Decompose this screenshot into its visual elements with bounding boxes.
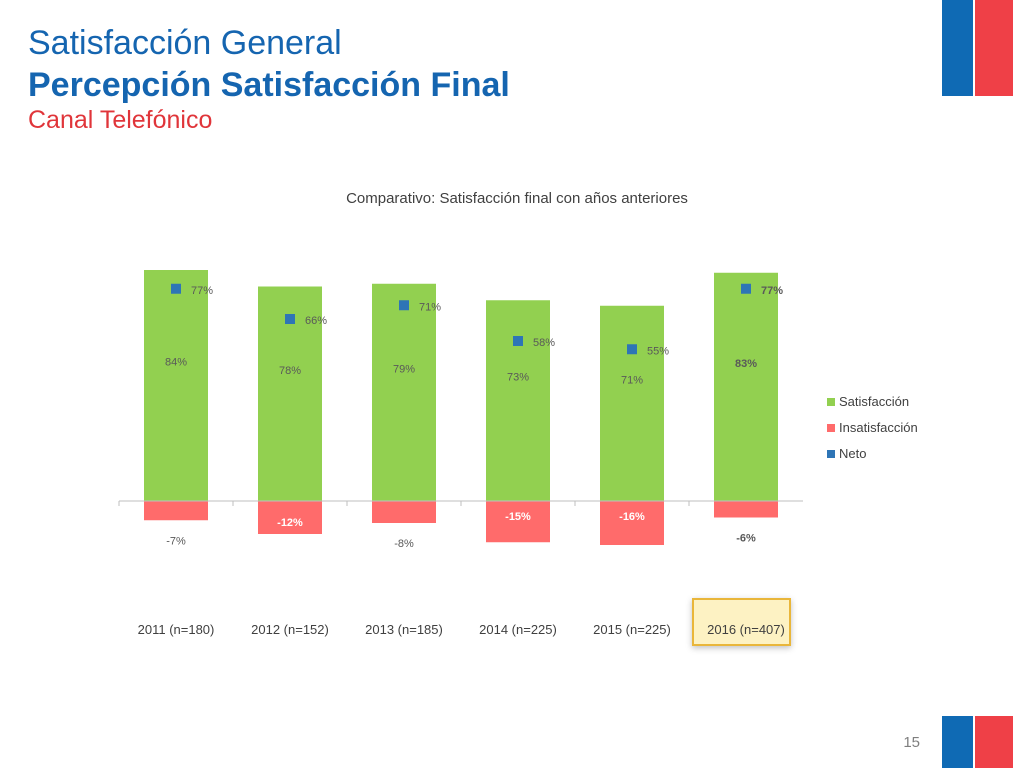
neto-marker — [627, 344, 637, 355]
satisfaccion-bar — [144, 270, 208, 501]
insatisfaccion-bar — [600, 501, 664, 545]
neto-label: 66% — [305, 315, 327, 327]
neto-label: 58% — [533, 337, 555, 349]
neto-label: 55% — [647, 345, 669, 357]
channel-subtitle: Canal Telefónico — [28, 106, 213, 134]
flag-logo-top — [942, 0, 1013, 96]
insatisfaccion-label: -8% — [394, 538, 414, 550]
legend-label: Insatisfacción — [839, 420, 918, 435]
neto-marker — [171, 283, 181, 294]
insatisfaccion-bar — [486, 501, 550, 543]
insatisfaccion-bar — [144, 501, 208, 521]
flag-logo-bottom — [942, 716, 1013, 768]
chart-legend: Satisfacción Insatisfacción Neto — [827, 394, 918, 461]
satisfaccion-label: 79% — [393, 363, 415, 375]
neto-marker — [513, 336, 523, 346]
neto-label: 71% — [419, 301, 441, 313]
insatisfaccion-label: -16% — [619, 511, 645, 523]
satisfaccion-label: 84% — [165, 357, 187, 369]
insatisfaccion-label: -7% — [166, 535, 186, 547]
chart-title: Comparativo: Satisfacción final con años… — [346, 190, 688, 207]
insatisfaccion-label: -6% — [736, 533, 756, 545]
insatisfaccion-bar — [714, 501, 778, 518]
insatisfaccion-label: -12% — [277, 517, 303, 529]
category-label: 2013 (n=185) — [365, 622, 443, 637]
legend-swatch — [827, 424, 835, 432]
category-label: 2011 (n=180) — [138, 622, 215, 637]
page-number: 15 — [903, 734, 920, 751]
neto-marker — [399, 300, 409, 311]
neto-label: 77% — [761, 285, 783, 297]
section-title: Satisfacción General — [28, 24, 342, 62]
insatisfaccion-bar — [258, 501, 322, 534]
insatisfaccion-bar — [372, 501, 436, 523]
satisfaccion-label: 83% — [735, 358, 757, 370]
legend-label: Neto — [839, 446, 866, 461]
satisfaccion-bar — [714, 272, 778, 501]
neto-marker — [285, 314, 295, 324]
insatisfaccion-label: -15% — [505, 511, 531, 523]
slide-title: Percepción Satisfacción Final — [28, 66, 510, 104]
legend-label: Satisfacción — [839, 394, 909, 409]
legend-swatch — [827, 450, 835, 458]
neto-marker — [741, 283, 751, 294]
category-label: 2016 (n=407) — [707, 622, 785, 637]
legend-swatch — [827, 398, 835, 406]
satisfaccion-label: 73% — [507, 372, 529, 384]
category-label: 2012 (n=152) — [251, 622, 329, 637]
satisfaccion-label: 78% — [279, 365, 301, 377]
neto-label: 77% — [191, 285, 213, 297]
satisfaccion-bar — [372, 283, 436, 501]
highlight-2016-box — [692, 598, 791, 646]
satisfaccion-bar — [600, 305, 664, 501]
category-label: 2014 (n=225) — [479, 622, 557, 637]
satisfaccion-label: 71% — [621, 374, 643, 386]
satisfaccion-bar — [486, 300, 550, 501]
category-label: 2015 (n=225) — [593, 622, 671, 637]
